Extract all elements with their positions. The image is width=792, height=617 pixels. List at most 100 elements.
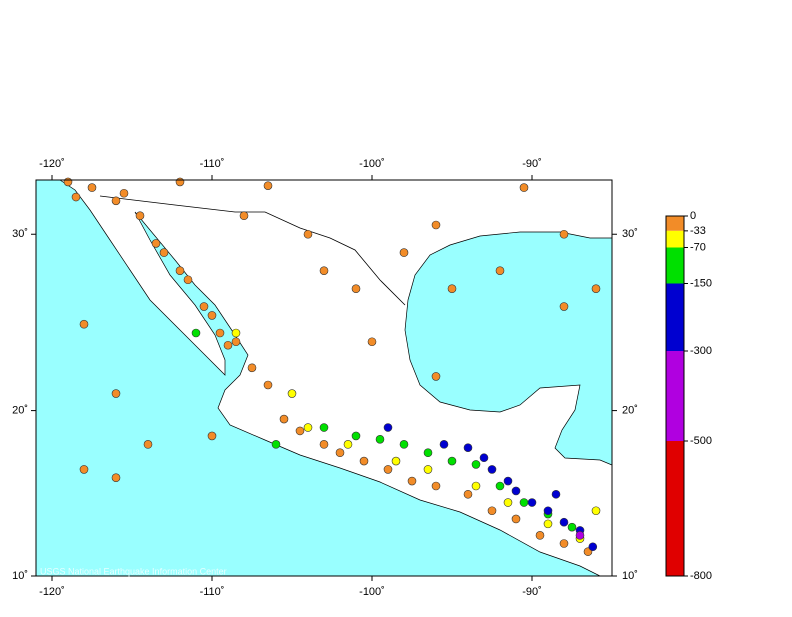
earthquake [111,389,121,398]
events [63,177,601,556]
scale-frame [665,215,685,577]
scale-band [666,441,684,576]
earthquake [431,481,441,491]
earthquake [495,266,505,276]
lon-label: -100˚ [359,158,385,170]
earthquake [551,489,561,499]
earthquake [79,465,89,474]
earthquake [175,266,185,276]
earthquake [479,453,489,463]
earthquake [383,423,393,432]
scale-label: -500 [690,435,712,447]
earthquake [399,440,409,449]
scale-band [666,247,684,284]
earthquake [351,284,361,294]
earthquake [519,498,529,507]
earthquake [447,456,457,466]
earthquake [543,506,553,516]
earthquake [239,211,249,221]
earthquake [303,423,313,432]
lon-label: -110˚ [200,158,225,170]
scale-label: -70 [690,241,706,253]
scale-band [666,216,684,231]
earthquake [135,211,145,221]
earthquake [471,460,481,469]
scale-label: 0 [690,210,696,222]
scale-band [666,230,684,248]
lon-label: -120˚ [39,586,65,598]
earthquake [543,519,553,529]
earthquake [111,473,121,483]
lon-label: -110˚ [200,586,225,598]
earthquake [527,498,537,507]
lon-label: -100˚ [359,586,385,598]
earthquake [111,196,121,206]
earthquake [375,435,385,444]
earthquake [591,284,601,294]
scale-label: -300 [690,345,712,357]
earthquake [487,506,497,516]
earthquake [431,220,441,230]
earthquake [463,443,473,452]
earthquake [295,426,305,436]
earthquake [383,465,393,474]
earthquake [303,229,313,239]
earthquake [503,498,513,507]
earthquake [447,284,457,294]
earthquake [511,486,521,496]
land [58,179,613,577]
earthquake [279,414,289,424]
scale-band [666,283,684,351]
earthquake [391,456,401,466]
earthquake [367,337,377,347]
earthquake [199,302,209,311]
earthquake [191,328,201,338]
earthquake [287,389,297,398]
earthquake [399,248,409,257]
earthquake [511,514,521,524]
earthquake [335,448,345,458]
earthquake [207,431,217,441]
lat-label: 20˚ [12,405,28,417]
earthquake [223,340,233,350]
earthquake [503,476,513,486]
earthquake [143,440,153,449]
earthquake [351,431,361,441]
earthquake [263,380,273,390]
lon-label: -120˚ [39,158,65,170]
earthquake [343,440,353,449]
footer: USGS National Earthquake Information Cen… [40,566,227,576]
earthquake [463,489,473,499]
earthquake [175,177,185,187]
scale-label: -33 [690,225,706,237]
earthquake [319,266,329,276]
earthquake [271,440,281,449]
earthquake [183,275,193,285]
scale-label: -800 [690,570,712,582]
earthquake [87,183,97,192]
lat-label: 30˚ [622,228,638,240]
earthquake [407,476,417,486]
earthquake [423,448,433,458]
earthquake [231,328,241,338]
earthquake [559,517,569,527]
earthquake [159,248,169,257]
earthquake [319,423,329,432]
lon-label: -90˚ [522,158,542,170]
earthquake [119,188,129,198]
scale-label: -150 [690,277,712,289]
earthquake [423,465,433,474]
earthquake [575,531,585,540]
earthquake [567,522,577,532]
earthquake [439,440,449,449]
earthquake [151,239,161,248]
scale-band [666,351,684,441]
earthquake [519,183,529,192]
earthquake [359,456,369,466]
earthquake [207,311,217,320]
earthquake [71,192,81,202]
lat-label: 20˚ [622,405,638,417]
earthquake [231,337,241,347]
earthquake [559,539,569,548]
